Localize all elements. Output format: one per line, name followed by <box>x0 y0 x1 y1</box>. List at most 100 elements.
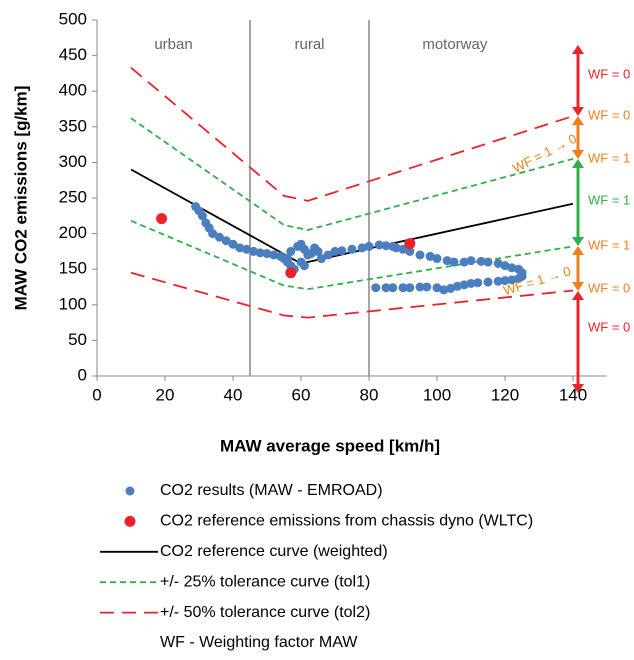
y-axis-label: MAW CO2 emissions [g/km] <box>11 86 30 311</box>
legend-label: +/- 25% tolerance curve (tol1) <box>160 573 370 590</box>
x-tick-label: 60 <box>292 385 311 404</box>
y-tick-label: 150 <box>59 259 87 278</box>
x-axis-label: MAW average speed [km/h] <box>220 436 440 455</box>
data-point <box>208 229 218 239</box>
data-point <box>422 282 432 292</box>
region-label: motorway <box>422 36 488 53</box>
y-tick-label: 350 <box>59 116 87 135</box>
data-point <box>316 254 326 264</box>
data-point <box>337 246 347 256</box>
region-label: rural <box>294 36 324 53</box>
data-point <box>405 283 415 293</box>
x-tick-label: 40 <box>224 385 243 404</box>
tolerance-line <box>130 117 574 231</box>
wf-label: WF = 0 <box>588 319 630 334</box>
data-point <box>466 278 476 288</box>
x-tick-label: 100 <box>423 385 451 404</box>
data-point <box>415 250 425 260</box>
x-tick-label: 140 <box>559 385 587 404</box>
data-point <box>371 283 381 293</box>
data-point <box>374 240 384 250</box>
data-point <box>507 275 517 285</box>
data-point <box>313 246 323 256</box>
x-tick-label: 20 <box>156 385 175 404</box>
legend-marker <box>124 515 136 527</box>
wf-label: WF = 0 <box>588 66 630 81</box>
y-tick-label: 400 <box>59 81 87 100</box>
data-point <box>483 257 493 267</box>
wf-transition: WF = 1 → 0 <box>510 131 579 176</box>
data-point <box>425 251 435 261</box>
data-point <box>262 249 272 259</box>
data-point <box>364 241 374 251</box>
data-point <box>228 239 238 249</box>
y-tick-label: 0 <box>78 365 87 384</box>
data-point <box>221 236 231 246</box>
y-tick-label: 250 <box>59 187 87 206</box>
data-point <box>214 232 224 242</box>
tolerance-line <box>130 67 574 202</box>
data-point <box>381 283 391 293</box>
data-point <box>432 283 442 293</box>
tolerance-line <box>130 219 574 291</box>
data-point <box>156 213 168 225</box>
legend-label: +/- 50% tolerance curve (tol2) <box>160 604 370 621</box>
data-point <box>514 273 524 283</box>
wf-label: WF = 0 <box>588 107 630 122</box>
data-point <box>452 281 462 291</box>
data-point <box>500 276 510 286</box>
data-point <box>466 256 476 266</box>
x-tick-label: 80 <box>360 385 379 404</box>
wf-label: WF = 1 <box>588 192 630 207</box>
wf-label: WF = 0 <box>588 280 630 295</box>
wf-arrow-head <box>572 116 584 159</box>
data-point <box>442 256 452 266</box>
wf-label: WF = 1 <box>588 150 630 165</box>
data-point <box>432 254 442 264</box>
legend-label: CO2 reference emissions from chassis dyn… <box>160 513 533 530</box>
data-point <box>398 244 408 254</box>
data-point <box>473 278 483 288</box>
data-point <box>500 261 510 271</box>
data-point <box>459 280 469 290</box>
x-tick-label: 120 <box>491 385 519 404</box>
data-point <box>269 250 279 260</box>
legend-marker <box>125 486 135 496</box>
legend-label: CO2 reference curve (weighted) <box>160 543 388 560</box>
data-point <box>285 267 297 279</box>
data-point <box>493 276 503 286</box>
wf-arrow-head <box>572 246 584 291</box>
data-point <box>255 248 265 258</box>
data-point <box>483 277 493 287</box>
data-point <box>347 244 357 254</box>
data-point <box>449 257 459 267</box>
data-point <box>286 246 296 256</box>
data-point <box>446 283 456 293</box>
y-tick-label: 200 <box>59 223 87 242</box>
x-tick-label: 0 <box>92 385 101 404</box>
y-tick-label: 450 <box>59 45 87 64</box>
wf-label: WF = 1 <box>588 237 630 252</box>
data-point <box>381 241 391 251</box>
data-point <box>282 254 292 264</box>
data-point <box>299 261 309 271</box>
data-point <box>197 211 207 221</box>
data-point <box>330 246 340 256</box>
data-point <box>507 263 517 273</box>
data-point <box>248 246 258 256</box>
data-point <box>405 246 415 256</box>
data-point <box>391 243 401 253</box>
data-point <box>476 256 486 266</box>
data-point <box>404 238 416 250</box>
y-tick-label: 100 <box>59 294 87 313</box>
data-point <box>323 250 333 260</box>
legend-label: CO2 results (MAW - EMROAD) <box>160 482 383 499</box>
data-point <box>415 282 425 292</box>
wf-arrow-head <box>572 159 584 246</box>
y-tick-label: 500 <box>59 9 87 28</box>
data-point <box>235 243 245 253</box>
legend-note: WF - Weighting factor MAW <box>160 634 358 651</box>
data-point <box>388 283 398 293</box>
